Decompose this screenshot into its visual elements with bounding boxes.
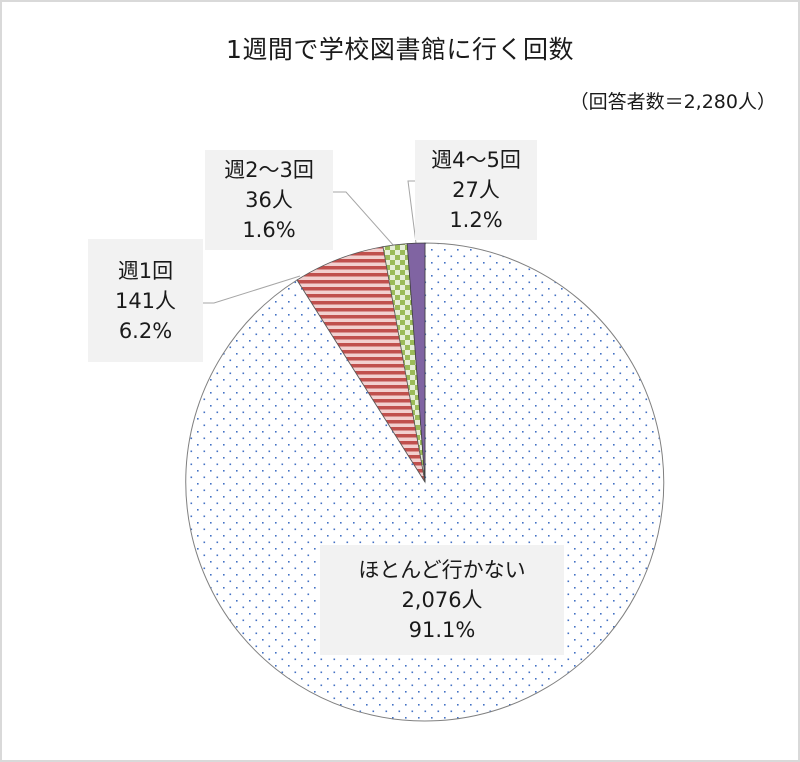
label-count: 2,076人 — [401, 588, 483, 612]
label-percent: 1.6% — [242, 218, 296, 242]
label-percent: 91.1% — [408, 618, 476, 642]
label-percent: 6.2% — [118, 318, 173, 343]
leader-line-week1 — [203, 275, 301, 304]
label-count: 141人 — [114, 288, 177, 313]
label-category: 週4〜5回 — [431, 148, 521, 172]
label-category: ほとんど行かない — [358, 558, 526, 582]
data-label-week1: 週1回 141人 6.2% — [88, 239, 203, 362]
data-label-rarely: ほとんど行かない 2,076人 91.1% — [320, 545, 564, 655]
label-category: 週2〜3回 — [224, 158, 314, 182]
label-percent: 1.2% — [449, 208, 503, 232]
label-category: 週1回 — [117, 258, 174, 283]
slice-week4-5[interactable] — [406, 242, 426, 483]
label-count: 27人 — [452, 178, 500, 202]
chart-subtitle: （回答者数＝2,280人） — [569, 91, 776, 113]
chart-title: 1週間で学校図書館に行く回数 — [226, 35, 574, 64]
data-label-week4-5: 週4〜5回 27人 1.2% — [415, 140, 537, 240]
leader-line-week2-3 — [333, 191, 395, 247]
label-count: 36人 — [245, 188, 293, 212]
data-label-week2-3: 週2〜3回 36人 1.6% — [205, 150, 333, 250]
leader-line-week4-5 — [407, 180, 417, 244]
